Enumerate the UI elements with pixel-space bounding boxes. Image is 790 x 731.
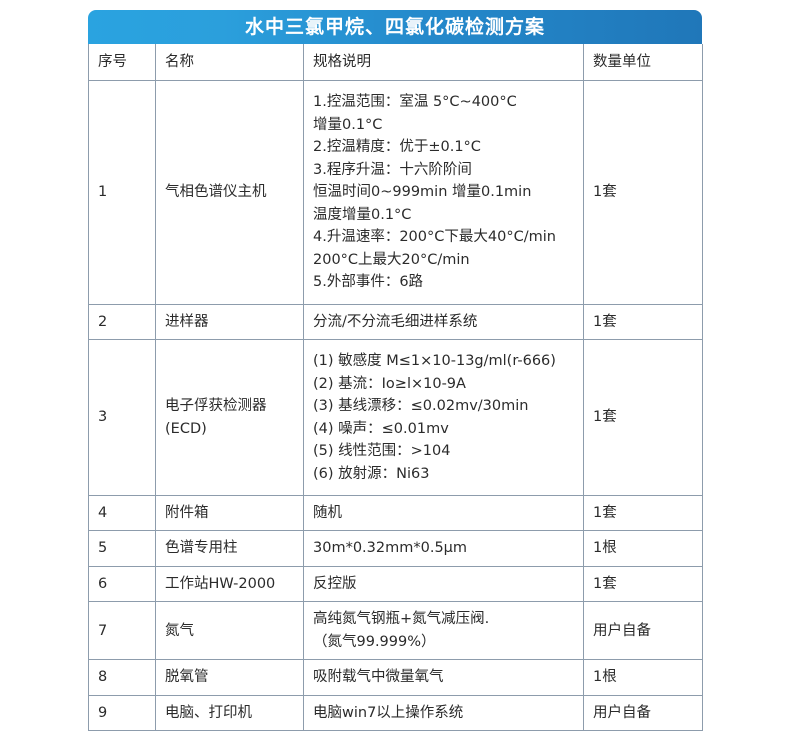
table-row: 6 工作站HW-2000 反控版 1套 <box>88 565 703 603</box>
cell-item-name: 脱氧管 <box>155 659 304 696</box>
cell-specification: 反控版 <box>303 565 584 603</box>
table-row: 3 电子俘获检测器 (ECD) (1) 敏感度 M≤1×10-13g/ml(r-66… <box>88 339 703 496</box>
specification-table: 序号 名称 规格说明 数量单位 1 气相色谱仪主机 1.控温范围：室温 5°C~40… <box>88 44 703 731</box>
cell-row-number: 4 <box>88 494 156 532</box>
cell-item-name: 进样器 <box>155 303 304 341</box>
cell-specification: 吸附载气中微量氧气 <box>303 659 584 696</box>
cell-row-number: 9 <box>88 694 156 731</box>
column-header-spec: 规格说明 <box>303 44 584 82</box>
cell-specification: 1.控温范围：室温 5°C~400°C 增量0.1°C 2.控温精度：优于±0.… <box>303 80 584 305</box>
column-header-name: 名称 <box>155 44 304 82</box>
column-header-no: 序号 <box>88 44 156 82</box>
table-row: 7 氮气 高纯氮气钢瓶+氮气减压阀. （氮气99.999%） 用户自备 <box>88 601 703 661</box>
cell-item-name: 气相色谱仪主机 <box>155 80 304 305</box>
cell-quantity-unit: 用户自备 <box>583 601 703 661</box>
page-root: 水中三氯甲烷、四氯化碳检测方案 序号 名称 规格说明 数量单位 1 气相色谱仪主机… <box>88 10 703 731</box>
cell-quantity-unit: 1套 <box>583 565 703 603</box>
cell-quantity-unit: 1套 <box>583 494 703 532</box>
table-row: 5 色谱专用柱 30m*0.32mm*0.5μm 1根 <box>88 530 703 567</box>
page-title: 水中三氯甲烷、四氯化碳检测方案 <box>88 10 702 44</box>
cell-item-name: 电子俘获检测器 (ECD) <box>155 339 304 496</box>
cell-row-number: 3 <box>88 339 156 496</box>
cell-row-number: 8 <box>88 659 156 696</box>
cell-row-number: 6 <box>88 565 156 603</box>
column-header-qty: 数量单位 <box>583 44 703 82</box>
cell-item-name: 附件箱 <box>155 494 304 532</box>
cell-specification: (1) 敏感度 M≤1×10-13g/ml(r-666) (2) 基流：Io≥l… <box>303 339 584 496</box>
cell-specification: 电脑win7以上操作系统 <box>303 694 584 731</box>
cell-item-name: 工作站HW-2000 <box>155 565 304 603</box>
cell-specification: 随机 <box>303 494 584 532</box>
cell-specification: 30m*0.32mm*0.5μm <box>303 530 584 567</box>
table-row: 9 电脑、打印机 电脑win7以上操作系统 用户自备 <box>88 694 703 731</box>
spec-table-container: 水中三氯甲烷、四氯化碳检测方案 序号 名称 规格说明 数量单位 1 气相色谱仪主机… <box>88 10 703 731</box>
cell-row-number: 7 <box>88 601 156 661</box>
cell-quantity-unit: 1套 <box>583 303 703 341</box>
table-row: 4 附件箱 随机 1套 <box>88 494 703 532</box>
cell-item-name: 电脑、打印机 <box>155 694 304 731</box>
cell-quantity-unit: 1套 <box>583 80 703 305</box>
table-row: 8 脱氧管 吸附载气中微量氧气 1根 <box>88 659 703 696</box>
cell-row-number: 1 <box>88 80 156 305</box>
cell-quantity-unit: 1根 <box>583 530 703 567</box>
table-row: 1 气相色谱仪主机 1.控温范围：室温 5°C~400°C 增量0.1°C 2.控温… <box>88 80 703 305</box>
table-body: 序号 名称 规格说明 数量单位 1 气相色谱仪主机 1.控温范围：室温 5°C~40… <box>88 44 703 731</box>
cell-quantity-unit: 1根 <box>583 659 703 696</box>
cell-quantity-unit: 1套 <box>583 339 703 496</box>
cell-item-name: 色谱专用柱 <box>155 530 304 567</box>
cell-specification: 分流/不分流毛细进样系统 <box>303 303 584 341</box>
table-row: 2 进样器 分流/不分流毛细进样系统 1套 <box>88 303 703 341</box>
cell-quantity-unit: 用户自备 <box>583 694 703 731</box>
table-header-row: 序号 名称 规格说明 数量单位 <box>88 44 703 82</box>
cell-row-number: 5 <box>88 530 156 567</box>
cell-specification: 高纯氮气钢瓶+氮气减压阀. （氮气99.999%） <box>303 601 584 661</box>
cell-row-number: 2 <box>88 303 156 341</box>
cell-item-name: 氮气 <box>155 601 304 661</box>
